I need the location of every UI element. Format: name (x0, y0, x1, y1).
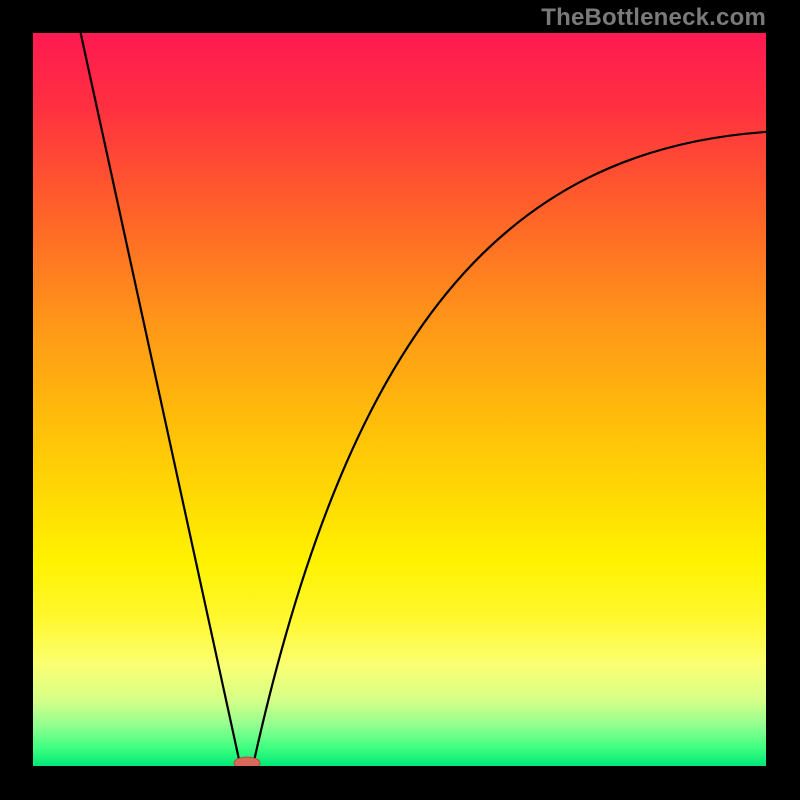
vertex-marker (234, 757, 260, 766)
chart-svg (33, 33, 766, 766)
chart-frame: TheBottleneck.com (0, 0, 800, 800)
watermark-text: TheBottleneck.com (541, 4, 766, 32)
plot-area (33, 33, 766, 766)
gradient-background (33, 33, 766, 766)
